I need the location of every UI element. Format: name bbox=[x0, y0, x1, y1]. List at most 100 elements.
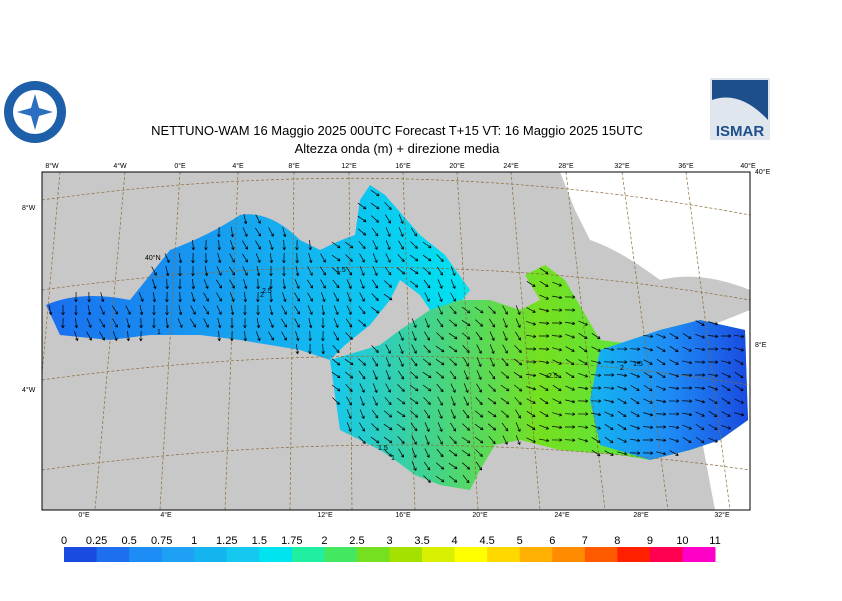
direction-arrow bbox=[385, 344, 391, 354]
direction-arrow bbox=[500, 397, 510, 405]
direction-arrow bbox=[385, 240, 391, 250]
direction-arrow bbox=[721, 360, 732, 365]
direction-arrow bbox=[423, 461, 431, 471]
direction-arrow bbox=[551, 438, 563, 442]
direction-arrow bbox=[422, 371, 432, 379]
direction-arrow bbox=[385, 253, 391, 263]
direction-arrow bbox=[346, 279, 352, 289]
left-label: 8°W bbox=[22, 204, 36, 212]
direction-arrow bbox=[591, 437, 601, 443]
direction-arrow bbox=[372, 396, 378, 406]
colorbar-label: 8 bbox=[614, 535, 620, 547]
colorbar-label: 6 bbox=[549, 535, 555, 547]
direction-arrow bbox=[694, 386, 706, 390]
direction-arrow bbox=[515, 318, 521, 328]
direction-arrow bbox=[358, 305, 366, 315]
direction-arrow bbox=[474, 436, 484, 444]
direction-arrow bbox=[643, 384, 653, 392]
direction-arrow bbox=[578, 386, 589, 391]
direction-arrow bbox=[282, 239, 286, 251]
direction-arrow bbox=[642, 451, 654, 455]
direction-arrow bbox=[243, 330, 247, 342]
direction-arrow bbox=[681, 386, 693, 390]
direction-arrow bbox=[331, 371, 341, 379]
direction-arrow bbox=[269, 265, 273, 277]
direction-arrow bbox=[178, 278, 182, 290]
direction-arrow bbox=[423, 267, 432, 275]
direction-arrow bbox=[448, 475, 458, 483]
direction-arrow bbox=[526, 423, 536, 431]
direction-arrow bbox=[694, 360, 706, 364]
direction-arrow bbox=[656, 451, 667, 456]
contour-label: 1 bbox=[391, 455, 395, 462]
direction-arrow bbox=[410, 241, 418, 249]
direction-arrow bbox=[539, 385, 549, 391]
direction-arrow bbox=[682, 360, 693, 365]
direction-arrow bbox=[295, 252, 299, 264]
direction-arrow bbox=[578, 359, 588, 365]
direction-arrow bbox=[461, 319, 471, 327]
direction-arrow bbox=[577, 412, 589, 416]
direction-arrow bbox=[358, 370, 366, 380]
direction-arrow bbox=[372, 370, 378, 380]
direction-arrow bbox=[448, 319, 458, 327]
direction-arrow bbox=[243, 317, 247, 329]
bottom-label: 0°E bbox=[78, 511, 90, 519]
direction-arrow bbox=[345, 254, 353, 262]
direction-arrow bbox=[591, 449, 601, 457]
direction-arrow bbox=[230, 330, 234, 342]
direction-arrow bbox=[474, 423, 484, 431]
direction-arrow bbox=[307, 292, 313, 302]
direction-arrow bbox=[564, 295, 576, 299]
direction-arrow bbox=[462, 423, 471, 431]
direction-arrow bbox=[203, 318, 209, 328]
direction-arrow bbox=[372, 357, 379, 367]
direction-arrow bbox=[538, 321, 550, 325]
direction-arrow bbox=[99, 331, 105, 341]
direction-arrow bbox=[591, 332, 601, 340]
contour-label: 1 bbox=[157, 329, 161, 336]
direction-arrow bbox=[269, 278, 273, 290]
direction-arrow bbox=[333, 318, 339, 328]
colorbar-label: 10 bbox=[676, 535, 688, 547]
direction-arrow bbox=[669, 373, 680, 378]
direction-arrow bbox=[346, 305, 352, 315]
direction-arrow bbox=[539, 360, 550, 365]
direction-arrow bbox=[424, 422, 430, 432]
direction-arrow bbox=[344, 358, 354, 366]
top-label: 40°E bbox=[740, 162, 756, 170]
colorbar-swatch bbox=[519, 547, 553, 562]
direction-arrow bbox=[359, 266, 365, 276]
direction-arrow bbox=[502, 344, 508, 354]
direction-arrow bbox=[423, 345, 431, 354]
direction-arrow bbox=[515, 305, 521, 315]
direction-arrow bbox=[591, 346, 601, 352]
direction-arrow bbox=[281, 318, 288, 328]
direction-arrow bbox=[514, 397, 522, 406]
top-label: 12°E bbox=[341, 162, 357, 170]
direction-arrow bbox=[695, 436, 705, 444]
direction-arrow bbox=[474, 410, 484, 418]
direction-arrow bbox=[475, 319, 484, 327]
direction-arrow bbox=[461, 449, 471, 457]
direction-arrow bbox=[398, 448, 404, 458]
colorbar-swatch bbox=[291, 547, 325, 562]
direction-arrow bbox=[656, 372, 666, 378]
direction-arrow bbox=[436, 254, 444, 262]
direction-arrow bbox=[604, 411, 614, 417]
direction-arrow bbox=[695, 411, 705, 417]
direction-arrow bbox=[617, 451, 628, 456]
direction-arrow bbox=[629, 451, 641, 455]
direction-arrow bbox=[216, 305, 222, 315]
direction-arrow bbox=[331, 384, 341, 392]
direction-arrow bbox=[734, 371, 744, 379]
direction-arrow bbox=[515, 409, 521, 419]
contour-label: 2 bbox=[260, 292, 264, 299]
direction-arrow bbox=[681, 373, 693, 377]
direction-arrow bbox=[462, 462, 471, 470]
direction-arrow bbox=[437, 435, 443, 445]
direction-arrow bbox=[539, 308, 550, 313]
direction-arrow bbox=[630, 438, 641, 443]
direction-arrow bbox=[344, 371, 354, 379]
